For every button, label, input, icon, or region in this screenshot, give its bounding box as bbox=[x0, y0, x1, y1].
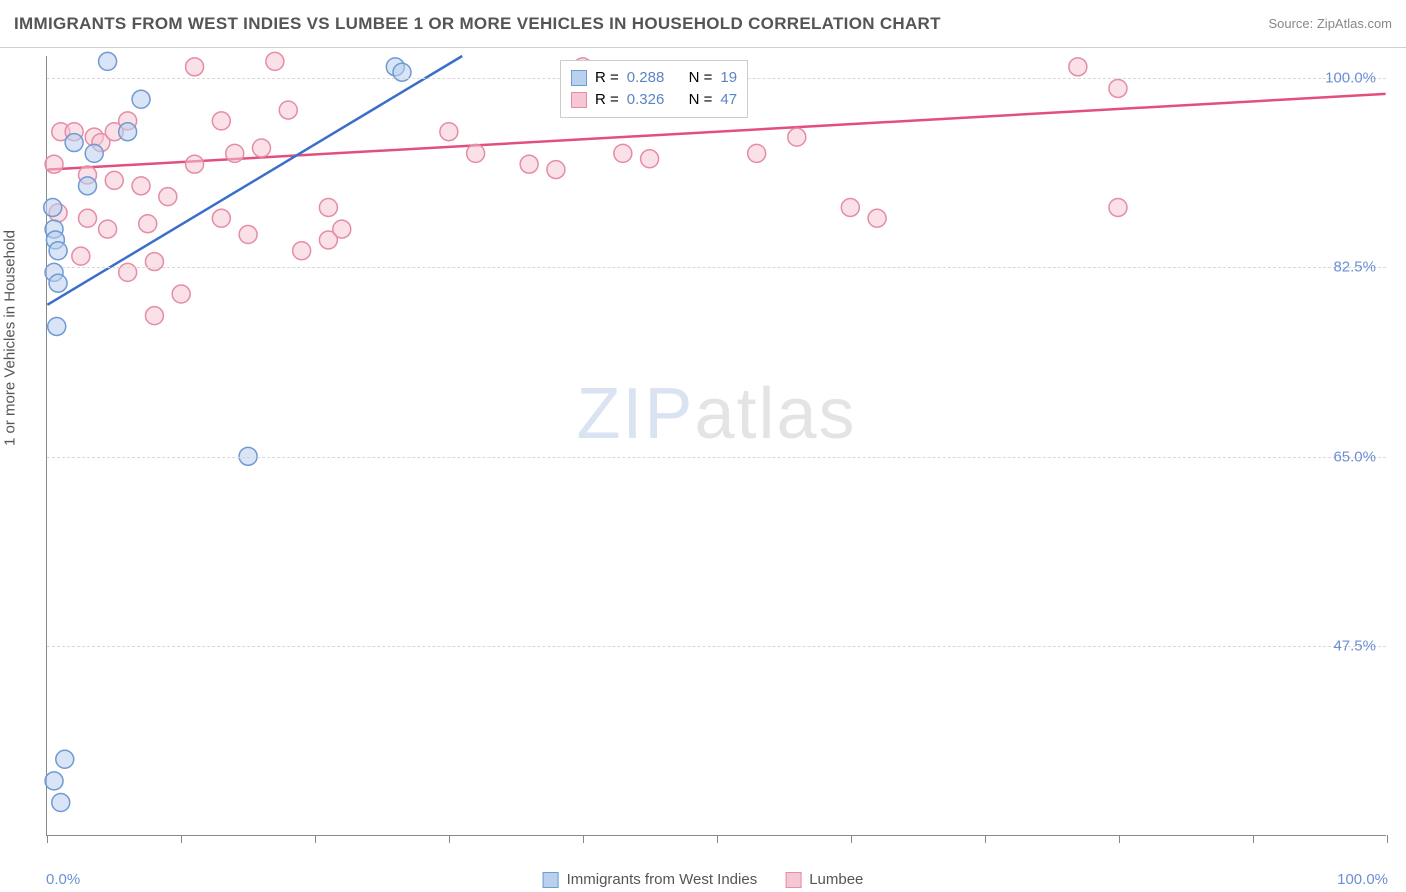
n-label: N = bbox=[689, 67, 713, 89]
data-point-lumbee bbox=[212, 209, 230, 227]
data-point-lumbee bbox=[145, 307, 163, 325]
legend-item-west-indies: Immigrants from West Indies bbox=[543, 871, 758, 888]
legend-item-lumbee: Lumbee bbox=[785, 871, 863, 888]
data-point-west_indies bbox=[56, 750, 74, 768]
gridline-h bbox=[47, 267, 1386, 268]
legend-label-west-indies: Immigrants from West Indies bbox=[567, 871, 758, 888]
data-point-west_indies bbox=[119, 123, 137, 141]
data-point-west_indies bbox=[45, 772, 63, 790]
swatch-lumbee bbox=[571, 92, 587, 108]
n-value-west-indies: 19 bbox=[720, 67, 737, 89]
data-point-lumbee bbox=[788, 128, 806, 146]
data-point-lumbee bbox=[841, 198, 859, 216]
data-point-lumbee bbox=[226, 144, 244, 162]
data-point-lumbee bbox=[641, 150, 659, 168]
data-point-west_indies bbox=[99, 52, 117, 70]
x-tick bbox=[1387, 835, 1388, 843]
data-point-lumbee bbox=[279, 101, 297, 119]
swatch-lumbee-bottom bbox=[785, 872, 801, 888]
r-value-lumbee: 0.326 bbox=[627, 89, 665, 111]
swatch-west-indies bbox=[571, 70, 587, 86]
x-tick bbox=[851, 835, 852, 843]
data-point-lumbee bbox=[159, 188, 177, 206]
data-point-lumbee bbox=[172, 285, 190, 303]
x-min-label: 0.0% bbox=[46, 871, 80, 888]
data-point-lumbee bbox=[45, 155, 63, 173]
data-point-west_indies bbox=[49, 274, 67, 292]
data-point-west_indies bbox=[85, 144, 103, 162]
data-point-lumbee bbox=[266, 52, 284, 70]
data-point-lumbee bbox=[139, 215, 157, 233]
swatch-west-indies-bottom bbox=[543, 872, 559, 888]
x-tick bbox=[985, 835, 986, 843]
x-tick bbox=[181, 835, 182, 843]
data-point-lumbee bbox=[1069, 58, 1087, 76]
data-point-lumbee bbox=[99, 220, 117, 238]
y-tick-label: 47.5% bbox=[1333, 638, 1376, 655]
data-point-lumbee bbox=[105, 171, 123, 189]
legend-label-lumbee: Lumbee bbox=[809, 871, 863, 888]
data-point-lumbee bbox=[467, 144, 485, 162]
data-point-lumbee bbox=[239, 226, 257, 244]
chart-title: IMMIGRANTS FROM WEST INDIES VS LUMBEE 1 … bbox=[14, 14, 941, 34]
data-point-west_indies bbox=[65, 134, 83, 152]
r-label: R = bbox=[595, 67, 619, 89]
data-point-lumbee bbox=[186, 155, 204, 173]
data-point-lumbee bbox=[79, 209, 97, 227]
data-point-lumbee bbox=[1109, 198, 1127, 216]
series-legend: Immigrants from West Indies Lumbee bbox=[543, 871, 864, 888]
n-value-lumbee: 47 bbox=[720, 89, 737, 111]
x-tick bbox=[315, 835, 316, 843]
y-axis-label: 1 or more Vehicles in Household bbox=[2, 230, 19, 446]
data-point-lumbee bbox=[186, 58, 204, 76]
data-point-west_indies bbox=[52, 794, 70, 812]
x-max-label: 100.0% bbox=[1337, 871, 1388, 888]
r-label: R = bbox=[595, 89, 619, 111]
data-point-lumbee bbox=[319, 198, 337, 216]
r-value-west-indies: 0.288 bbox=[627, 67, 665, 89]
plot-area: ZIPatlas 47.5%65.0%82.5%100.0% bbox=[46, 56, 1386, 836]
data-point-lumbee bbox=[868, 209, 886, 227]
data-point-lumbee bbox=[132, 177, 150, 195]
x-tick bbox=[717, 835, 718, 843]
data-point-lumbee bbox=[119, 263, 137, 281]
data-point-lumbee bbox=[748, 144, 766, 162]
data-point-lumbee bbox=[520, 155, 538, 173]
x-tick bbox=[449, 835, 450, 843]
data-point-west_indies bbox=[79, 177, 97, 195]
data-point-west_indies bbox=[132, 90, 150, 108]
data-point-west_indies bbox=[49, 242, 67, 260]
data-point-lumbee bbox=[440, 123, 458, 141]
legend-row-west-indies: R = 0.288 N = 19 bbox=[571, 67, 737, 89]
correlation-legend: R = 0.288 N = 19 R = 0.326 N = 47 bbox=[560, 60, 748, 118]
y-tick-label: 82.5% bbox=[1333, 259, 1376, 276]
gridline-h bbox=[47, 646, 1386, 647]
data-point-lumbee bbox=[252, 139, 270, 157]
data-point-lumbee bbox=[1109, 79, 1127, 97]
data-point-lumbee bbox=[212, 112, 230, 130]
n-label: N = bbox=[689, 89, 713, 111]
data-point-west_indies bbox=[44, 198, 62, 216]
source-attribution: Source: ZipAtlas.com bbox=[1268, 16, 1392, 31]
data-point-lumbee bbox=[547, 161, 565, 179]
x-tick bbox=[1253, 835, 1254, 843]
y-tick-label: 65.0% bbox=[1333, 448, 1376, 465]
data-point-west_indies bbox=[48, 317, 66, 335]
data-point-lumbee bbox=[333, 220, 351, 238]
data-point-lumbee bbox=[72, 247, 90, 265]
x-tick bbox=[1119, 835, 1120, 843]
chart-svg bbox=[47, 56, 1386, 835]
data-point-lumbee bbox=[614, 144, 632, 162]
x-tick bbox=[47, 835, 48, 843]
gridline-h bbox=[47, 457, 1386, 458]
chart-header: IMMIGRANTS FROM WEST INDIES VS LUMBEE 1 … bbox=[0, 0, 1406, 48]
y-tick-label: 100.0% bbox=[1325, 69, 1376, 86]
legend-row-lumbee: R = 0.326 N = 47 bbox=[571, 89, 737, 111]
data-point-lumbee bbox=[293, 242, 311, 260]
x-tick bbox=[583, 835, 584, 843]
